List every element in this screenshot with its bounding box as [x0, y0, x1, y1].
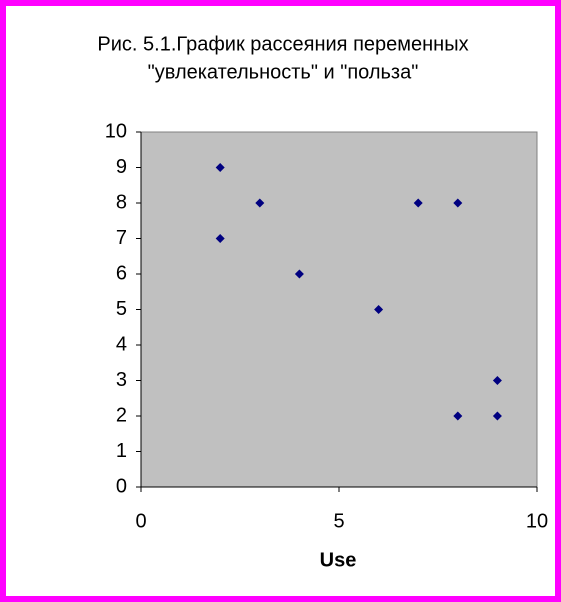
x-axis-label: Use: [320, 549, 357, 571]
chart-title: Рис. 5.1.График рассеяния переменных: [97, 33, 468, 55]
point: [492, 411, 502, 421]
point: [453, 411, 463, 421]
plot-area: [140, 131, 538, 488]
y-tick-label: 0: [116, 475, 127, 497]
y-tick-label: 6: [116, 262, 127, 284]
y-tick-label: 8: [116, 191, 127, 213]
y-tick-label: 4: [116, 333, 127, 355]
y-tick-label: 1: [116, 440, 127, 462]
x-tick-label: 10: [526, 510, 548, 532]
y-tick-label: 3: [116, 369, 127, 391]
point: [294, 269, 304, 279]
y-tick-label: 7: [116, 227, 127, 249]
chart-title: "увлекательность" и "польза": [148, 61, 419, 83]
point: [413, 198, 423, 208]
x-tick-label: 5: [333, 510, 344, 532]
y-tick-label: 10: [105, 120, 127, 142]
point: [255, 198, 265, 208]
point: [453, 198, 463, 208]
point: [215, 163, 225, 172]
point: [374, 305, 384, 314]
y-tick-label: 2: [116, 404, 127, 426]
x-tick-label: 0: [135, 510, 146, 532]
y-tick-label: 9: [116, 156, 127, 178]
point: [492, 376, 502, 385]
y-tick-label: 5: [116, 298, 127, 320]
point: [215, 234, 225, 243]
